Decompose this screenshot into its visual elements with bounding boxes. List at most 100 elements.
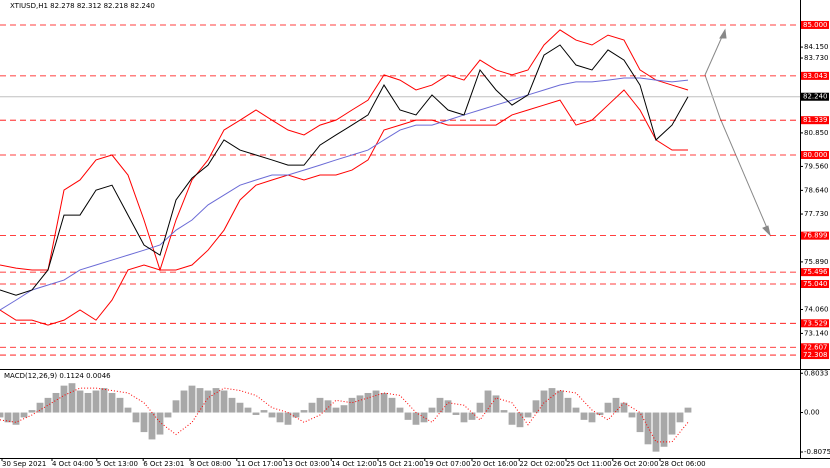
histogram-bar bbox=[460, 412, 468, 423]
histogram-bar bbox=[468, 412, 476, 420]
histogram-bar bbox=[340, 405, 348, 413]
histogram-bar bbox=[332, 407, 340, 413]
x-tick-label: 5 Oct 13:00 bbox=[97, 460, 138, 468]
histogram-bar bbox=[220, 390, 228, 413]
histogram-bar bbox=[244, 407, 252, 413]
x-tick-label: 14 Oct 12:00 bbox=[331, 460, 377, 468]
histogram-bar bbox=[572, 407, 580, 413]
histogram-bar bbox=[444, 400, 452, 413]
histogram-bar bbox=[172, 400, 180, 413]
histogram-bar bbox=[140, 412, 148, 433]
y-tick-label: 75.890 bbox=[804, 258, 829, 266]
histogram-bar bbox=[428, 407, 436, 413]
histogram-bar bbox=[476, 402, 484, 413]
histogram-bar bbox=[4, 412, 12, 423]
level-label: 72.607 bbox=[803, 343, 828, 351]
histogram-bar bbox=[556, 390, 564, 413]
series-line bbox=[0, 44, 689, 296]
histogram-bar bbox=[100, 388, 108, 413]
histogram-bar bbox=[356, 395, 364, 413]
y-tick-label: 74.060 bbox=[804, 305, 829, 313]
level-box bbox=[801, 319, 829, 328]
y-tick-label: 80.850 bbox=[804, 129, 829, 137]
level-box bbox=[801, 268, 829, 277]
level-label: 83.043 bbox=[803, 72, 828, 80]
histogram-bar bbox=[236, 402, 244, 413]
histogram-bar bbox=[364, 392, 372, 413]
histogram-bar bbox=[228, 397, 236, 413]
histogram-bar bbox=[204, 390, 212, 413]
level-label: 81.339 bbox=[803, 116, 828, 124]
level-label: 76.899 bbox=[803, 232, 828, 240]
histogram-bar bbox=[52, 392, 60, 413]
histogram-bar bbox=[196, 388, 204, 413]
x-tick-label: 25 Oct 11:00 bbox=[566, 460, 612, 468]
histogram-bar bbox=[348, 397, 356, 413]
level-box bbox=[801, 231, 829, 240]
histogram-bar bbox=[500, 410, 508, 413]
histogram-bar bbox=[116, 397, 124, 413]
y-tick-label: -0.8075 bbox=[804, 448, 830, 456]
histogram-bar bbox=[452, 412, 460, 415]
histogram-bar bbox=[676, 412, 684, 423]
histogram-bar bbox=[684, 407, 692, 413]
histogram-bar bbox=[604, 402, 612, 413]
series-line bbox=[0, 77, 689, 311]
histogram-bar bbox=[68, 383, 76, 413]
histogram-bar bbox=[132, 412, 140, 423]
y-tick-label: 84.150 bbox=[804, 43, 829, 51]
histogram-bar bbox=[372, 390, 380, 413]
histogram-bar bbox=[148, 412, 156, 440]
histogram-bar bbox=[508, 412, 516, 425]
histogram-bar bbox=[188, 385, 196, 413]
histogram-bar bbox=[12, 412, 20, 425]
level-label: 75.496 bbox=[803, 268, 828, 276]
x-tick-label: 28 Oct 06:00 bbox=[660, 460, 706, 468]
histogram-bar bbox=[588, 412, 596, 423]
signal-line bbox=[0, 387, 689, 443]
histogram-bar bbox=[492, 395, 500, 413]
histogram-bar bbox=[380, 392, 388, 413]
x-tick-label: 30 Sep 2021 bbox=[2, 460, 46, 468]
x-tick-label: 6 Oct 23:01 bbox=[143, 460, 184, 468]
histogram-bar bbox=[388, 397, 396, 413]
histogram-bar bbox=[668, 412, 676, 435]
x-tick-label: 13 Oct 03:00 bbox=[284, 460, 330, 468]
x-tick-label: 26 Oct 20:00 bbox=[613, 460, 659, 468]
histogram-bar bbox=[292, 412, 300, 418]
level-box bbox=[801, 343, 829, 352]
histogram-bar bbox=[548, 388, 556, 413]
level-label: 85.000 bbox=[803, 21, 828, 29]
histogram-bar bbox=[636, 412, 644, 433]
y-tick-label: 77.730 bbox=[804, 210, 829, 218]
histogram-bar bbox=[484, 390, 492, 413]
histogram-bar bbox=[20, 412, 28, 418]
histogram-bar bbox=[620, 402, 628, 413]
level-label: 75.040 bbox=[803, 280, 828, 288]
histogram-bar bbox=[84, 392, 92, 413]
histogram-bar bbox=[92, 390, 100, 413]
histogram-bar bbox=[76, 390, 84, 413]
level-box bbox=[801, 151, 829, 160]
histogram-bar bbox=[596, 412, 604, 415]
current-price-box bbox=[801, 92, 829, 101]
histogram-bar bbox=[324, 400, 332, 413]
histogram-bar bbox=[564, 397, 572, 413]
histogram-bar bbox=[524, 412, 532, 418]
series-line bbox=[0, 89, 688, 326]
histogram-bar bbox=[36, 402, 44, 413]
macd-title: MACD(12,26,9) 0.1124 0.0046 bbox=[4, 372, 111, 380]
y-tick-label: 83.730 bbox=[804, 54, 829, 62]
level-label: 72.308 bbox=[803, 351, 828, 359]
level-box bbox=[801, 279, 829, 288]
histogram-bar bbox=[28, 410, 36, 413]
y-tick-label: 78.640 bbox=[804, 186, 829, 194]
chart-title: XTIUSD,H1 82.278 82.312 82.218 82.240 bbox=[10, 2, 155, 10]
current-price-label: 82.240 bbox=[803, 93, 828, 101]
level-label: 80.000 bbox=[803, 151, 828, 159]
histogram-bar bbox=[540, 390, 548, 413]
histogram-bar bbox=[284, 412, 292, 425]
